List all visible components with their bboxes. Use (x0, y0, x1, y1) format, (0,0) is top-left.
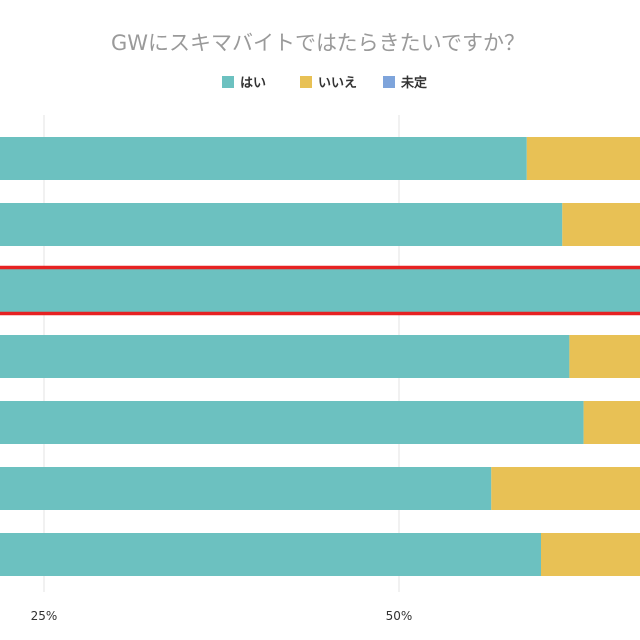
bar-row5-series0 (0, 467, 492, 510)
legend-swatch-yes (222, 76, 234, 88)
bar-row1-series1 (562, 203, 640, 246)
x-axis-ticks: 25%50%75% (31, 609, 413, 623)
bar-row4-series1 (583, 401, 640, 444)
bar-row5-series1 (491, 467, 640, 510)
legend-swatch-undecided (383, 76, 395, 88)
legend: はい いいえ 未定 (222, 75, 427, 91)
bar-row2-series0 (0, 269, 640, 312)
bar-row3-series0 (0, 335, 570, 378)
bar-row6-series1 (541, 533, 640, 576)
bar-row0-series0 (0, 137, 527, 180)
bar-row6-series0 (0, 533, 541, 576)
x-tick-label-1: 50% (386, 609, 413, 623)
bar-row0-series1 (526, 137, 640, 180)
highlight-box (0, 265, 640, 316)
chart-title: GWにスキマバイトではたらきたいですか？ (111, 31, 525, 55)
x-tick-label-0: 25% (31, 609, 58, 623)
bar-row1-series0 (0, 203, 563, 246)
bar-row3-series1 (569, 335, 640, 378)
bar-row4-series0 (0, 401, 584, 444)
bars-group (0, 137, 640, 576)
legend-swatch-no (300, 76, 312, 88)
legend-label-yes: はい (240, 76, 266, 91)
legend-label-no: いいえ (318, 76, 357, 91)
legend-label-undecided: 未定 (400, 75, 427, 91)
